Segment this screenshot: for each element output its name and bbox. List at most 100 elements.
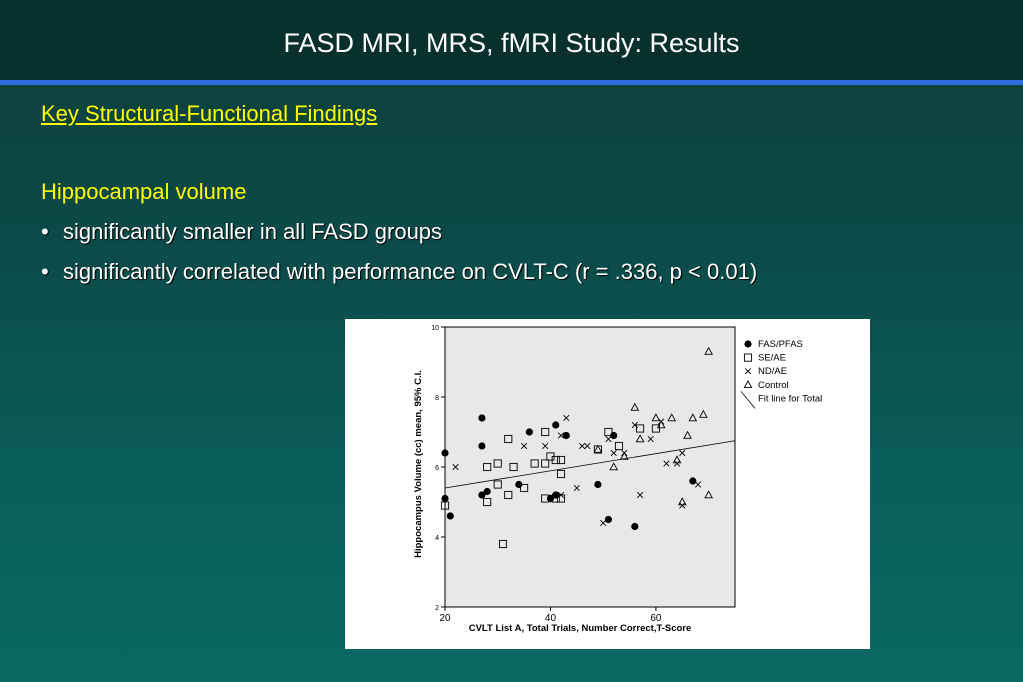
data-point-fas-pfas: [446, 512, 454, 520]
y-tick-label: 10: [431, 325, 439, 332]
data-point-fas-pfas: [689, 477, 697, 485]
data-point-fas-pfas: [478, 491, 486, 499]
data-point-se-ae: [509, 462, 518, 472]
data-point-nd-ae: [647, 435, 654, 443]
data-point-nd-ae: [557, 432, 565, 439]
data-point-fas-pfas: [441, 449, 449, 457]
bullet-text: significantly correlated with performanc…: [63, 259, 758, 284]
data-point-se-ae: [556, 469, 566, 479]
y-tick-label: 8: [435, 395, 439, 402]
legend-marker: [744, 340, 752, 348]
data-point-se-ae: [556, 455, 566, 465]
x-tick-label: 40: [545, 613, 557, 624]
bullet-text: significantly smaller in all FASD groups: [63, 219, 443, 244]
data-point-nd-ae: [584, 442, 591, 450]
data-point-nd-ae: [605, 435, 612, 443]
data-point-fas-pfas: [604, 515, 613, 524]
data-point-nd-ae: [610, 449, 617, 457]
data-point-nd-ae: [694, 481, 702, 488]
x-tick-label: 20: [439, 613, 451, 624]
data-point-control: [667, 413, 677, 422]
data-point-se-ae: [551, 494, 560, 503]
legend-label: Control: [758, 380, 789, 391]
data-point-nd-ae: [573, 484, 580, 492]
legend-marker: [743, 353, 753, 362]
title-band: [0, 0, 1023, 82]
data-point-control: [677, 497, 687, 506]
fit-line: [444, 440, 736, 489]
data-point-se-ae: [636, 424, 645, 433]
data-point-control: [656, 420, 666, 429]
data-point-se-ae: [498, 539, 508, 549]
data-point-se-ae: [614, 441, 624, 451]
data-point-control: [630, 402, 640, 411]
data-point-control: [688, 413, 698, 422]
data-point-control: [651, 413, 661, 422]
data-point-se-ae: [483, 497, 492, 507]
plot-frame: [444, 326, 736, 608]
legend-fit-line: [740, 391, 756, 409]
data-point-se-ae: [493, 480, 502, 489]
data-point-control: [593, 444, 603, 453]
scatter-chart: 2 4 6 8 10 20 40 60 CVLT List A, Total Trials, N…: [345, 319, 870, 649]
data-point-nd-ae: [663, 460, 670, 467]
data-point-se-ae: [541, 459, 550, 468]
bullet-item: • significantly smaller in all FASD group…: [41, 219, 442, 245]
data-point-nd-ae: [631, 421, 638, 429]
data-point-fas-pfas: [562, 431, 570, 440]
data-point-nd-ae: [452, 463, 459, 471]
y-tick-label: 4: [435, 535, 439, 542]
data-point-fas-pfas: [552, 421, 560, 429]
data-point-nd-ae: [679, 449, 686, 457]
data-point-se-ae: [504, 490, 513, 500]
findings-subheading: Key Structural-Functional Findings: [41, 101, 378, 126]
data-point-control: [609, 462, 619, 471]
legend-label: ND/AE: [758, 366, 787, 377]
data-point-se-ae: [520, 483, 529, 493]
legend-marker: [743, 380, 753, 389]
data-point-nd-ae: [636, 491, 644, 499]
data-point-nd-ae: [673, 460, 681, 467]
data-point-fas-pfas: [478, 442, 486, 450]
data-point-control: [619, 451, 629, 460]
legend-label: SE/AE: [758, 353, 786, 364]
data-point-fas-pfas: [478, 414, 486, 422]
x-tick-label: 60: [650, 613, 662, 624]
data-point-fas-pfas: [441, 494, 449, 503]
x-axis-label: CVLT List A, Total Trials, Number Correc…: [469, 623, 692, 634]
data-point-fas-pfas: [525, 428, 533, 436]
title-divider: [0, 80, 1023, 85]
data-point-se-ae: [483, 462, 492, 472]
data-point-se-ae: [541, 427, 550, 437]
data-point-control: [699, 409, 708, 418]
data-point-control: [704, 346, 713, 355]
data-point-control: [704, 490, 713, 499]
data-point-se-ae: [530, 459, 539, 468]
legend-label: Fit line for Total: [758, 393, 822, 404]
data-point-nd-ae: [563, 414, 570, 422]
data-point-nd-ae: [600, 519, 607, 527]
data-point-se-ae: [493, 459, 502, 468]
bullet-item: • significantly correlated with performan…: [41, 259, 757, 285]
y-tick-label: 6: [435, 465, 439, 472]
data-point-se-ae: [440, 501, 450, 510]
data-point-se-ae: [604, 427, 613, 437]
data-point-se-ae: [651, 424, 660, 433]
data-point-se-ae: [541, 494, 550, 503]
slide-title: FASD MRI, MRS, fMRI Study: Results: [283, 28, 740, 58]
data-point-nd-ae: [557, 491, 565, 499]
data-point-nd-ae: [542, 442, 549, 450]
data-point-nd-ae: [520, 442, 528, 450]
data-point-nd-ae: [578, 442, 586, 450]
data-point-fas-pfas: [594, 480, 602, 489]
section-title: Hippocampal volume: [41, 179, 247, 204]
bullet-marker: •: [41, 259, 49, 284]
y-tick-label: 2: [435, 605, 439, 612]
legend-label: FAS/PFAS: [758, 339, 803, 350]
data-point-se-ae: [504, 434, 513, 444]
data-point-se-ae: [551, 455, 560, 465]
bullet-marker: •: [41, 219, 49, 244]
data-point-control: [683, 430, 692, 439]
